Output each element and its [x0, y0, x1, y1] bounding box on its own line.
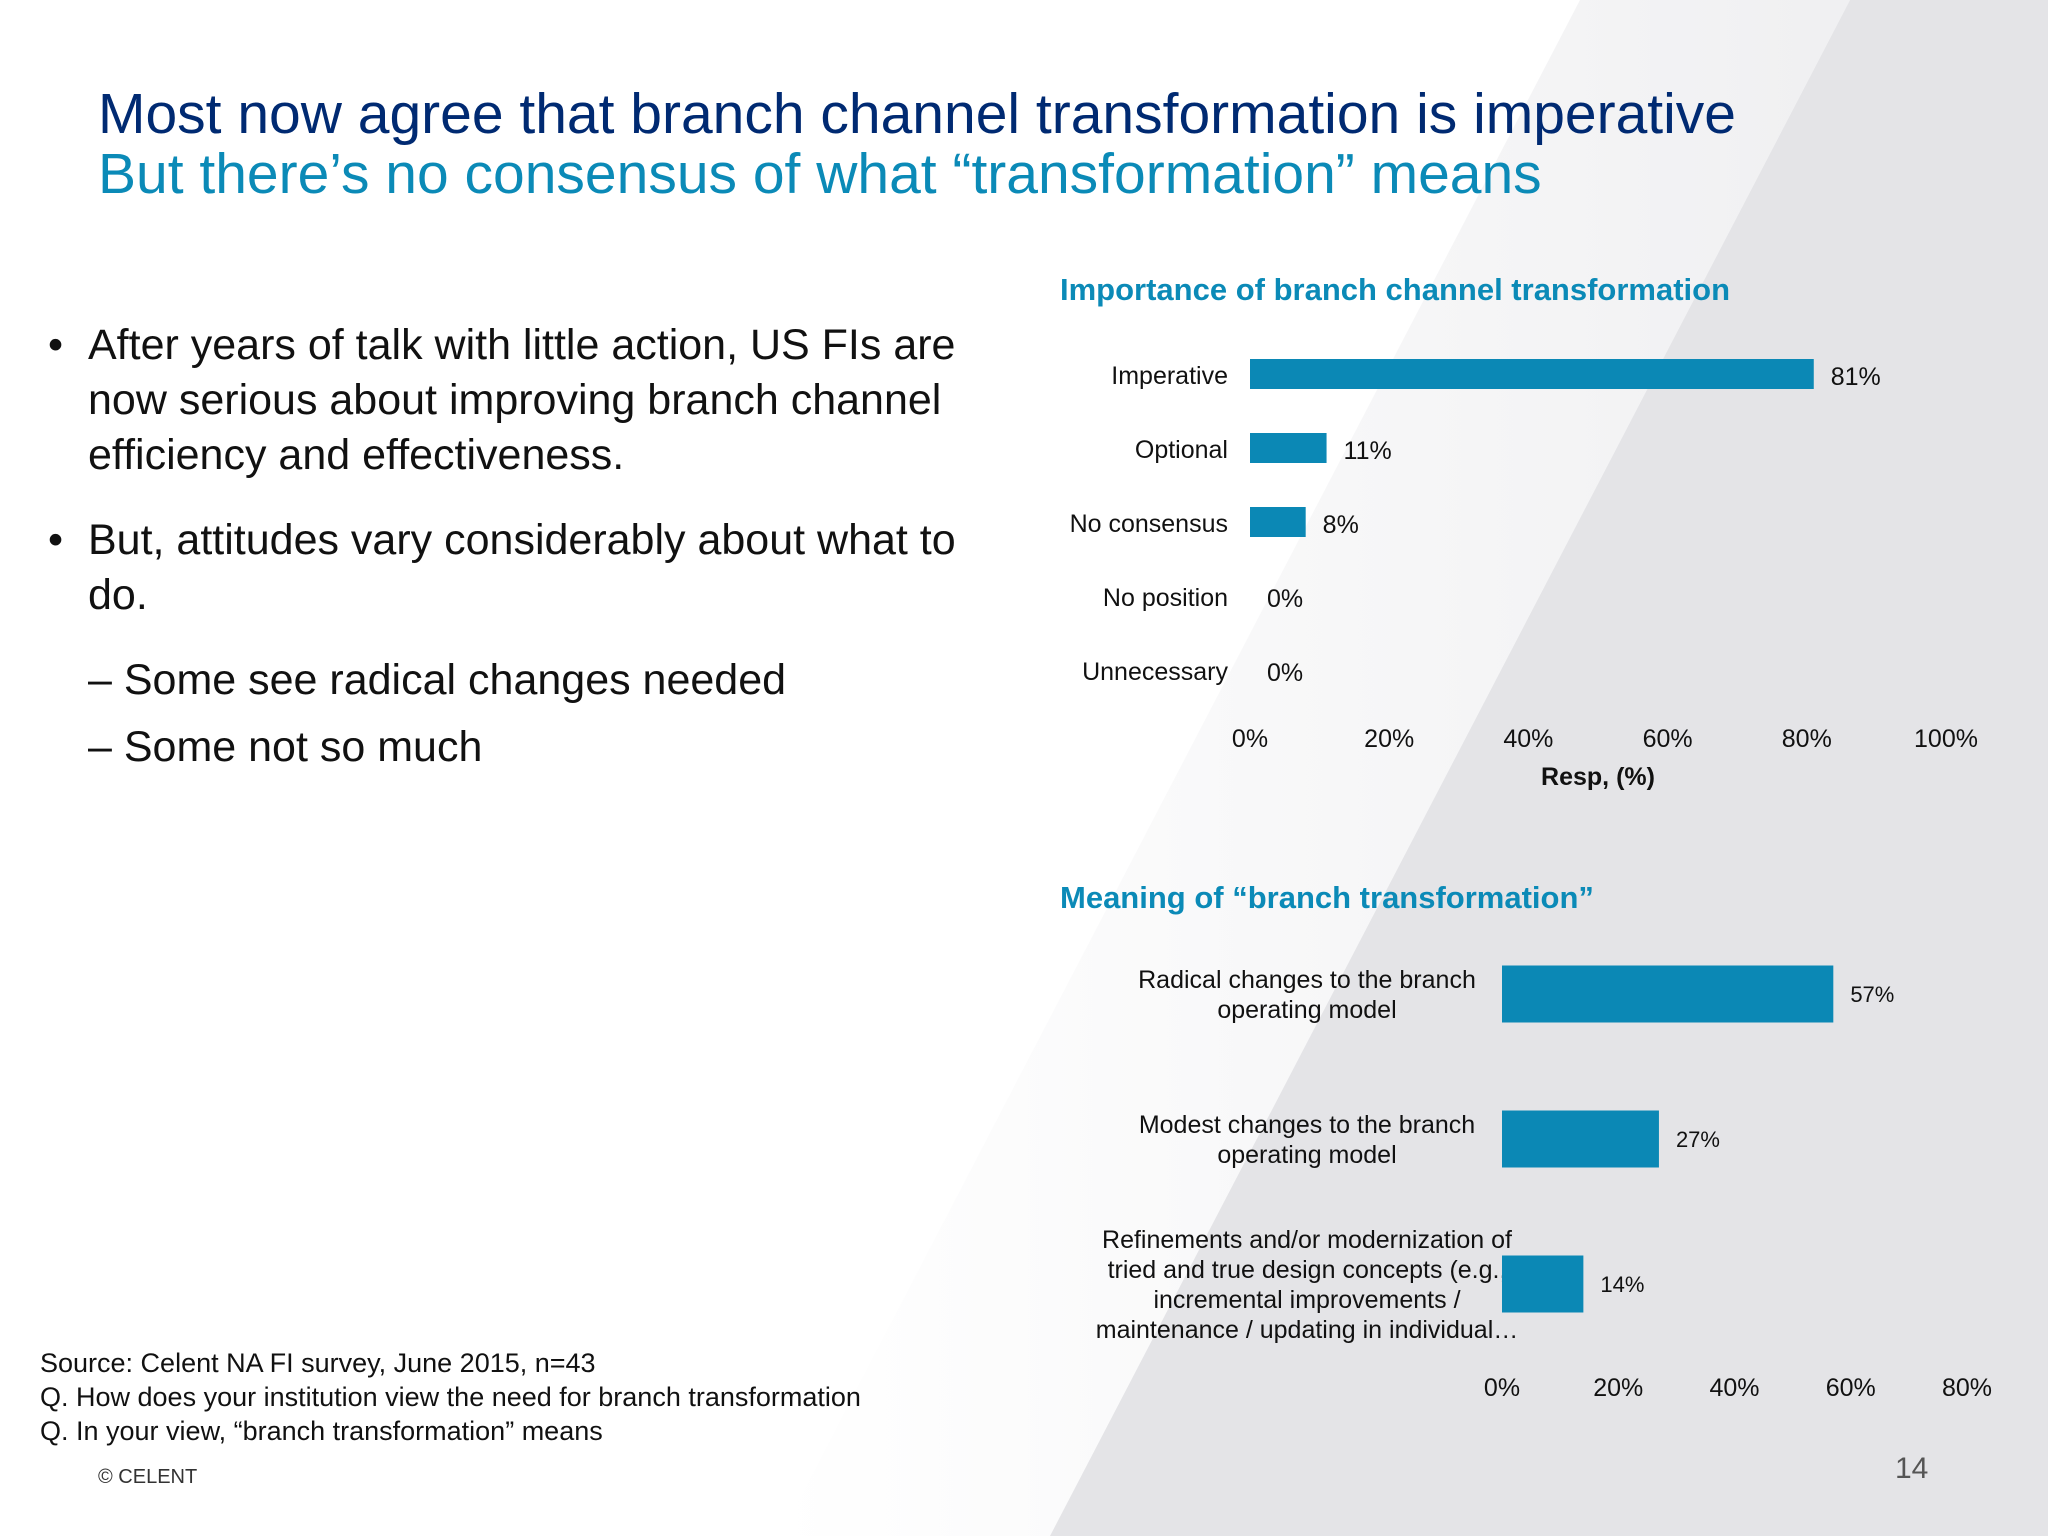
category-label: Refinements and/or modernization of: [1102, 1226, 1512, 1254]
value-label: 0%: [1267, 585, 1303, 613]
category-label: incremental improvements /: [1153, 1286, 1460, 1314]
x-tick-label: 20%: [1593, 1374, 1643, 1402]
bullet-marker: •: [48, 516, 64, 564]
value-label: 81%: [1831, 363, 1881, 391]
category-label: No position: [1103, 584, 1228, 612]
x-tick-label: 60%: [1826, 1374, 1876, 1402]
source-line: Source: Celent NA FI survey, June 2015, …: [40, 1348, 596, 1378]
value-label: 11%: [1344, 437, 1392, 465]
chart-title-importance: Importance of branch channel transformat…: [1060, 272, 1731, 307]
value-label: 8%: [1323, 511, 1359, 539]
bar: [1502, 965, 1834, 1023]
category-label: operating model: [1217, 996, 1396, 1024]
x-tick-label: 40%: [1709, 1374, 1759, 1402]
category-label: Optional: [1135, 436, 1228, 464]
copyright: © CELENT: [98, 1466, 198, 1488]
bar: [1502, 1255, 1584, 1313]
bullet-item: • But, attitudes vary considerably about…: [48, 513, 998, 623]
category-label: operating model: [1217, 1141, 1396, 1169]
value-label: 0%: [1267, 659, 1303, 687]
x-tick-label: 0%: [1232, 725, 1268, 753]
bullet-text: After years of talk with little action, …: [88, 321, 956, 479]
value-label: 57%: [1850, 982, 1894, 1007]
sub-bullet-item: – Some not so much: [88, 723, 483, 771]
value-label: 14%: [1600, 1272, 1644, 1297]
bar: [1250, 507, 1306, 537]
x-tick-label: 80%: [1782, 725, 1832, 753]
category-label: maintenance / updating in individual…: [1096, 1316, 1519, 1344]
slide-title: Most now agree that branch channel trans…: [98, 82, 1736, 146]
value-label: 27%: [1676, 1127, 1720, 1152]
x-tick-label: 60%: [1643, 725, 1693, 753]
x-axis-label: Resp, (%): [1541, 763, 1655, 791]
category-label: Radical changes to the branch: [1138, 966, 1476, 994]
x-tick-label: 0%: [1484, 1374, 1520, 1402]
category-label: Unnecessary: [1082, 658, 1228, 686]
x-tick-label: 40%: [1503, 725, 1553, 753]
category-label: No consensus: [1070, 510, 1228, 538]
category-label: Imperative: [1111, 362, 1228, 390]
page-number: 14: [1895, 1452, 1929, 1485]
slide-subtitle: But there’s no consensus of what “transf…: [98, 142, 1542, 206]
category-label: Modest changes to the branch: [1139, 1111, 1475, 1139]
category-label: tried and true design concepts (e.g.,: [1108, 1256, 1507, 1284]
source-line: Q. In your view, “branch transformation”…: [40, 1416, 603, 1446]
bullet-list: • After years of talk with little action…: [48, 318, 998, 787]
bullet-text: But, attitudes vary considerably about w…: [88, 516, 956, 619]
bar: [1502, 1110, 1659, 1168]
bullet-item: • After years of talk with little action…: [48, 318, 998, 483]
sub-bullet-list: – Some see radical changes needed – Some…: [48, 653, 998, 775]
x-tick-label: 80%: [1942, 1374, 1992, 1402]
sub-bullet-item: – Some see radical changes needed: [88, 656, 787, 704]
x-tick-label: 20%: [1364, 725, 1414, 753]
bar: [1250, 359, 1814, 389]
source-notes: Source: Celent NA FI survey, June 2015, …: [40, 1346, 861, 1448]
source-line: Q. How does your institution view the ne…: [40, 1382, 861, 1412]
chart-title-meaning: Meaning of “branch transformation”: [1060, 880, 1594, 915]
bar: [1250, 433, 1327, 463]
bullet-marker: •: [48, 321, 64, 369]
x-tick-label: 100%: [1914, 725, 1978, 753]
